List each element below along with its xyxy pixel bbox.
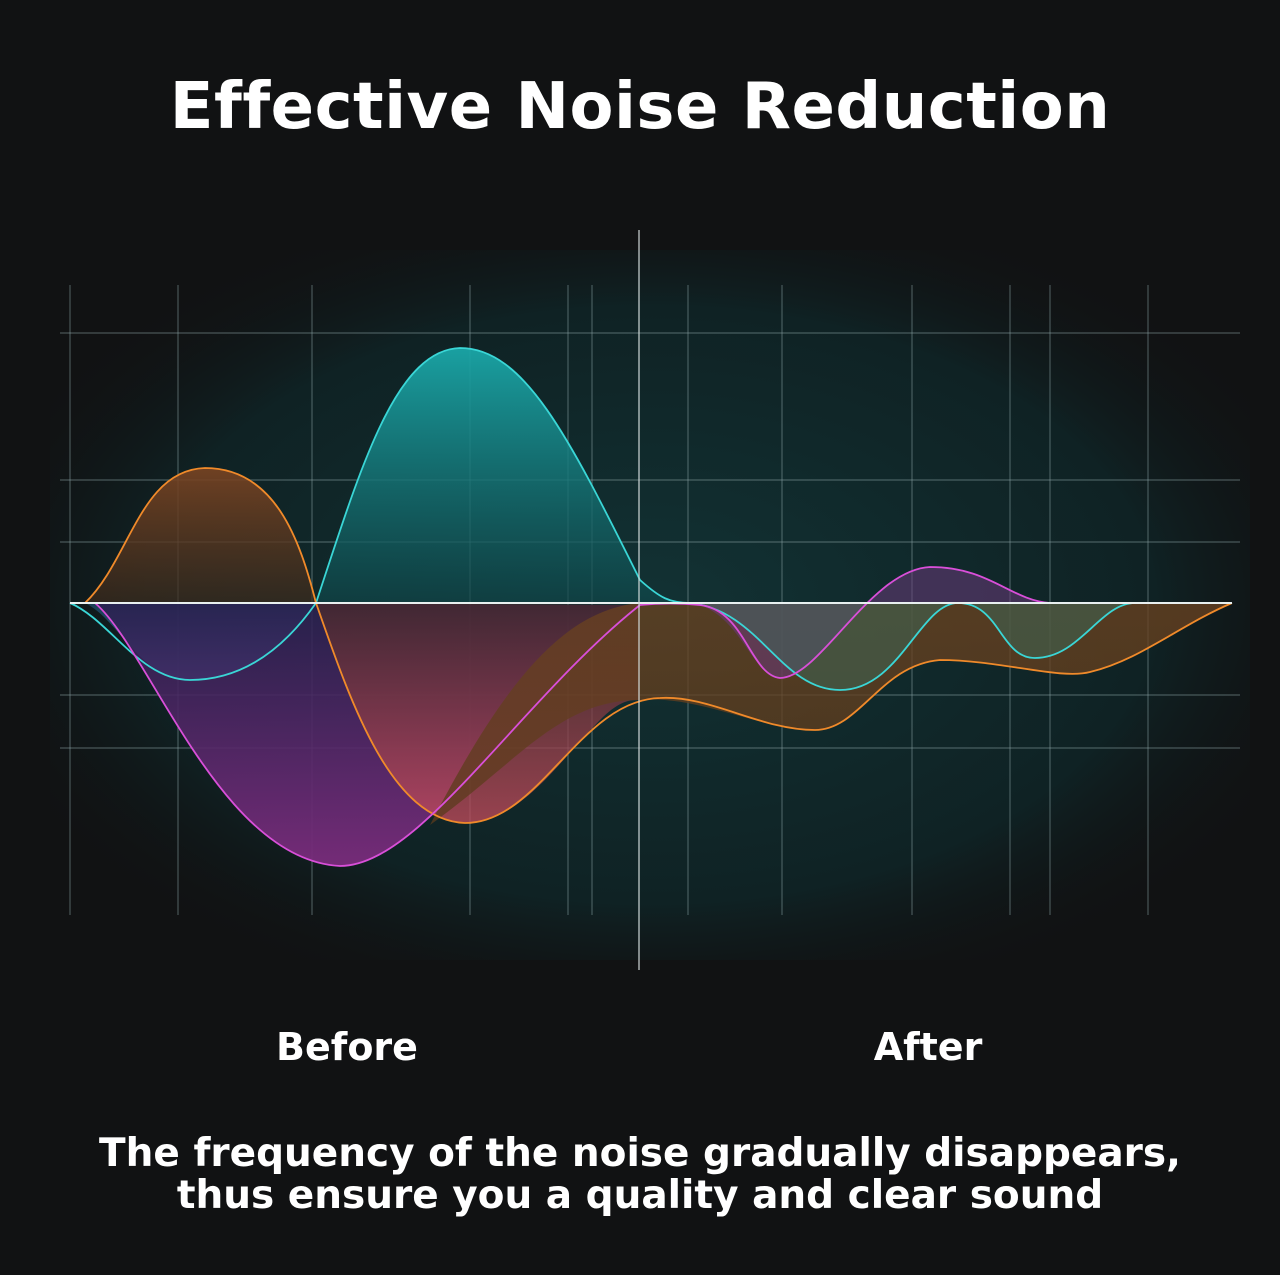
page-title: Effective Noise Reduction [169,70,1111,144]
before-cyan-peak-fill [316,348,680,603]
caption: The frequency of the noise gradually dis… [0,1133,1280,1217]
caption-line-2: thus ensure you a quality and clear soun… [176,1173,1104,1218]
orange-wave-line [84,467,1233,824]
after-label: After [873,1025,983,1069]
caption-line-1: The frequency of the noise gradually dis… [99,1131,1181,1176]
before-orange-peak-fill [85,468,316,603]
grid [60,285,1240,915]
after-cyan-fill [690,603,1135,690]
before-label: Before [276,1025,418,1069]
cyan-wave-line [69,347,1136,691]
